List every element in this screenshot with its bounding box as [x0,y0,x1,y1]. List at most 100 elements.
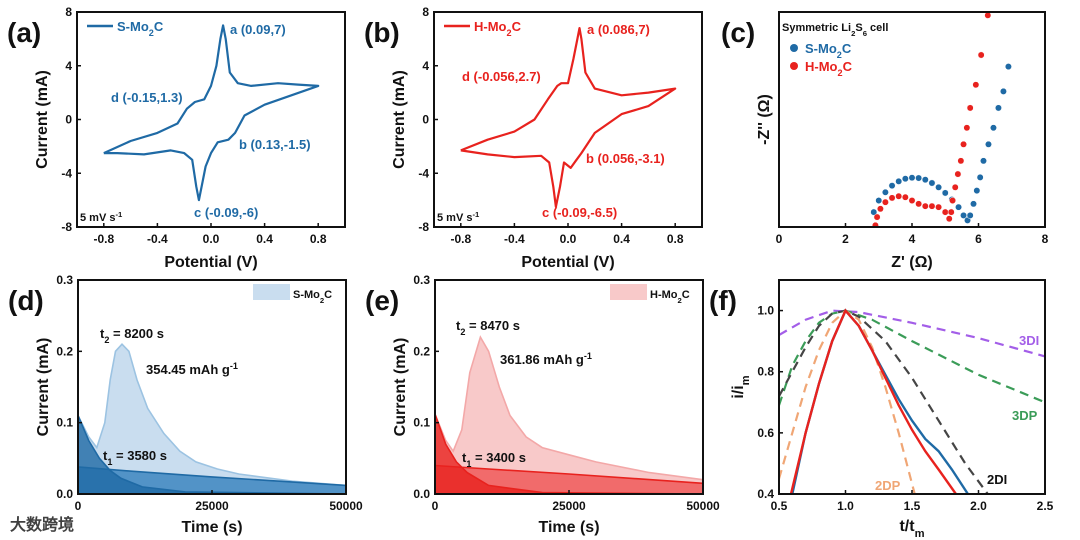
measured-line [78,343,346,487]
eis-point [945,215,953,223]
legend-label-part: H-Mo [474,19,507,34]
eis-point [881,198,889,206]
y-tick-label: 4 [422,59,429,73]
legend-marker [790,62,798,70]
eis-point [955,203,962,211]
x-tick-label: 2 [842,232,849,246]
legend-label-part: S-Mo [293,289,320,301]
eis-point [999,87,1007,95]
measured-area [78,344,346,494]
eis-point [908,174,916,182]
eis-point [921,176,929,184]
eis-point [881,188,889,196]
t2-annotation-part: 2 [460,327,465,337]
eis-point [876,205,884,213]
x-tick-label: 6 [975,232,982,246]
y-tick-label: 0.2 [413,344,430,358]
legend-label-part: C [324,289,332,301]
eis-point [941,208,949,216]
t2-annotation-part: t [456,318,461,333]
x-tick-label: 0 [75,499,82,513]
curve-H-Mo2C [789,308,957,494]
t2-annotation: t2 = 8200 s [100,326,164,345]
curve-S-Mo2C [791,308,969,494]
eis-point [870,208,878,216]
x-tick-label: -0.8 [450,232,471,246]
panel-label: (b) [364,17,400,48]
eis-point [895,177,903,185]
eis-point [951,183,959,191]
legend-label: S-Mo2C [293,289,332,305]
scan-rate-label: 5 mV s-1 [437,210,480,225]
peak-annotation: a (0.09,7) [230,22,286,37]
legend-label-part: 2 [678,296,682,305]
y-axis-label-part: m [740,375,752,385]
eis-point [935,203,943,211]
scan-rate-label: 5 mV s-1 [80,210,123,225]
plot-area [779,308,1045,494]
nucleation-line [435,413,703,494]
curve-2DI [779,309,989,494]
eis-point [871,221,879,227]
x-tick-label: 0.0 [203,232,220,246]
eis-point [970,200,977,208]
measured-area [435,337,703,494]
x-tick-label: 50000 [686,499,720,513]
plot-area [460,27,677,208]
y-axis-label: Current (mA) [34,70,51,169]
peak-annotation: c (-0.09,-6) [194,205,258,220]
eis-point [873,213,881,221]
y-tick-label: 0.8 [757,365,774,379]
y-tick-label: -8 [418,220,429,234]
eis-point [895,192,903,200]
scan-rate-label-part: -1 [472,210,480,219]
eis-point [941,189,949,197]
eis-point [960,211,967,219]
eis-point [972,81,980,89]
legend-label: H-Mo2C [805,59,853,78]
legend-label-part: C [154,19,164,34]
eis-point [990,124,997,132]
x-tick-label: 2.0 [970,499,987,513]
t1-annotation-part: t [103,448,108,463]
eis-point [928,179,936,187]
legend-label: H-Mo2C [474,19,522,38]
y-tick-label: 0.3 [413,273,430,287]
legend-label-part: 2 [149,28,154,38]
x-axis-label-part: t/t [899,518,915,535]
legend-label-part: H-Mo [805,59,838,74]
x-tick-label: 1.5 [904,499,921,513]
legend-marker [790,44,798,52]
eis-point [957,157,965,165]
legend-swatch [253,284,290,300]
capacity-annotation: 361.86 mAh g-1 [500,351,592,367]
x-tick-label: 50000 [329,499,363,513]
peak-annotation: d (-0.056,2.7) [462,69,541,84]
curve-label: 2DP [875,478,901,493]
y-axis-label: Current (mA) [391,70,408,169]
plot-area [78,343,346,494]
y-tick-label: 0.1 [413,416,430,430]
legend-label-part: C [843,59,853,74]
x-tick-label: 0.4 [613,232,630,246]
scan-rate-label-part: 5 mV s [80,212,115,224]
legend-label: S-Mo2C [805,41,852,60]
legend-swatch [610,284,647,300]
capacity-annotation-part: 354.45 mAh g [146,362,230,377]
y-tick-label: 0.1 [56,416,73,430]
x-tick-label: 0 [776,232,783,246]
eis-point [1004,63,1012,71]
panel-f: 0.5 1.0 1.5 2.0 2.50.40.60.81.0t/tmi/im(f)3D… [709,279,1054,540]
y-tick-label: 0.3 [56,273,73,287]
curve-3DI [779,309,1045,358]
x-axis-label-part: m [915,528,925,540]
x-tick-label: 25000 [195,499,229,513]
watermark: 大数跨境 [10,515,74,534]
eis-point [888,194,896,202]
eis-point [995,104,1002,112]
y-tick-label: 8 [65,5,72,19]
panel-d: 0 25000 50000 0.0 0.1 0.2 0.3 Time (s) Current (… [8,273,363,536]
y-tick-label: 0.4 [757,487,774,501]
x-tick-label: 0.8 [667,232,684,246]
